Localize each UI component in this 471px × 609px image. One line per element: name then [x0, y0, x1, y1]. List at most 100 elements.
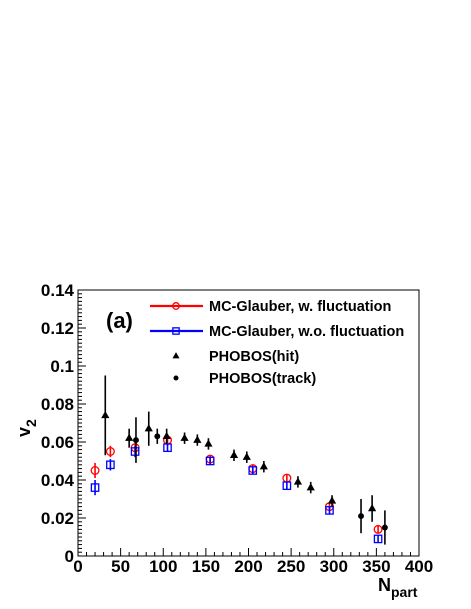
x-tick-label: 200 — [234, 557, 262, 576]
marker-filled-triangle — [172, 352, 180, 359]
marker-filled-triangle — [180, 433, 189, 441]
data-point — [293, 476, 303, 488]
y-tick-label: 0.04 — [41, 471, 75, 490]
marker-filled-triangle — [162, 431, 171, 440]
x-axis-label-sub: part — [391, 584, 418, 600]
marker-filled-circle — [133, 437, 139, 444]
marker-open-square — [90, 483, 100, 492]
data-point — [368, 495, 377, 522]
data-point — [381, 510, 388, 545]
x-tick-label: 400 — [405, 557, 433, 576]
legend-label: PHOBOS(track) — [209, 371, 316, 387]
marker-open-circle — [172, 302, 180, 310]
legend-label: PHOBOS(hit) — [209, 349, 299, 365]
series-group — [133, 417, 388, 545]
legend-entry: MC-Glauber, w. fluctuation — [150, 299, 391, 315]
x-tick-label: 100 — [149, 557, 177, 576]
series-group — [90, 443, 383, 544]
data-point — [373, 534, 383, 544]
data-point — [180, 432, 189, 444]
data-point — [144, 411, 153, 446]
marker-open-circle — [90, 465, 100, 475]
legend-label: MC-Glauber, w. fluctuation — [209, 299, 391, 315]
marker-filled-triangle — [229, 450, 239, 459]
marker-open-square — [373, 534, 383, 544]
data-point — [125, 428, 134, 448]
marker-filled-circle — [358, 513, 364, 520]
y-tick-label: 0.12 — [41, 319, 74, 338]
marker-filled-triangle — [242, 452, 251, 460]
marker-open-square — [163, 443, 172, 453]
data-point — [101, 375, 110, 456]
marker-filled-triangle — [368, 503, 377, 512]
marker-filled-triangle — [144, 424, 153, 432]
data-point — [163, 443, 172, 453]
y-axis-label: v2 — [14, 419, 39, 437]
y-tick-label: 0.02 — [41, 509, 74, 528]
marker-filled-triangle — [101, 410, 110, 419]
marker-filled-triangle — [293, 477, 303, 485]
data-marks — [90, 375, 388, 545]
legend-label: MC-Glauber, w.o. fluctuation — [209, 324, 404, 340]
data-point — [204, 438, 213, 450]
marker-filled-circle — [154, 433, 161, 440]
marker-filled-circle — [381, 524, 388, 531]
marker-open-square — [130, 447, 140, 456]
y-axis-label-main: v — [14, 427, 34, 437]
data-point — [205, 456, 215, 466]
data-point — [133, 417, 139, 463]
x-tick-labels: 0 50 100 150 200 250 300 350 400 — [73, 557, 433, 576]
marker-open-square — [325, 506, 334, 515]
data-point — [193, 434, 202, 446]
data-point — [282, 481, 292, 491]
marker-filled-triangle — [259, 462, 268, 470]
legend-entry: MC-Glauber, w.o. fluctuation — [150, 324, 404, 340]
y-tick-label: 0.14 — [41, 281, 75, 300]
legend: MC-Glauber, w. fluctuation MC-Glauber, w.… — [150, 299, 404, 387]
data-point — [106, 459, 115, 471]
x-axis-label: Npart — [378, 575, 418, 600]
x-tick-label: 50 — [111, 557, 130, 576]
marker-open-square — [172, 327, 180, 335]
data-point — [105, 445, 115, 458]
data-point — [90, 480, 100, 496]
data-point — [306, 481, 315, 494]
marker-open-square — [248, 466, 258, 475]
marker-filled-triangle — [125, 433, 134, 441]
marker-open-circle — [105, 446, 115, 456]
marker-filled-triangle — [306, 483, 315, 491]
y-tick-label: 0.06 — [41, 433, 74, 452]
marker-filled-triangle — [193, 435, 202, 443]
data-point — [248, 466, 258, 475]
series-group — [101, 375, 377, 522]
axis-ticks — [77, 289, 420, 557]
data-point — [325, 506, 334, 515]
marker-open-square — [106, 460, 115, 470]
y-tick-label: 0.08 — [41, 395, 74, 414]
y-tick-label: 0 — [65, 547, 74, 566]
data-point — [259, 461, 268, 473]
y-tick-labels: 0 0.02 0.04 0.06 0.08 0.1 0.12 0.14 — [41, 281, 75, 566]
x-tick-label: 300 — [320, 557, 348, 576]
data-point — [358, 499, 364, 534]
data-point — [90, 462, 100, 479]
data-point — [242, 451, 251, 463]
data-point — [373, 524, 383, 534]
data-point — [229, 449, 239, 461]
marker-filled-triangle — [327, 496, 337, 504]
x-tick-label: 150 — [192, 557, 220, 576]
data-point — [154, 428, 161, 444]
marker-open-square — [282, 481, 292, 491]
panel-label: (a) — [106, 308, 133, 333]
x-tick-label: 250 — [277, 557, 305, 576]
x-tick-label: 350 — [362, 557, 390, 576]
y-axis-label-sub: 2 — [23, 419, 39, 427]
legend-entry: PHOBOS(track) — [173, 371, 316, 387]
legend-entry: PHOBOS(hit) — [172, 349, 299, 365]
x-axis-label-main: N — [378, 575, 391, 595]
y-tick-label: 0.1 — [50, 357, 74, 376]
data-point — [282, 473, 292, 483]
data-point — [130, 445, 140, 458]
marker-open-square — [205, 456, 215, 466]
